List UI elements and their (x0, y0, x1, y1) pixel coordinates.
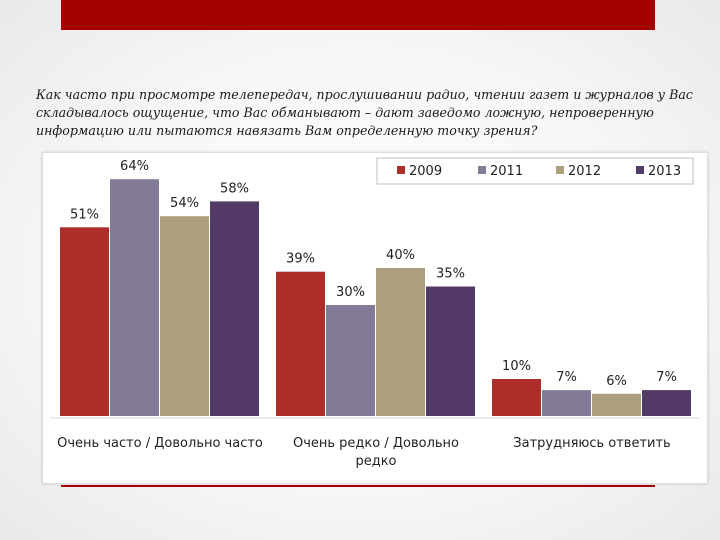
legend-label-2013: 2013 (648, 164, 681, 179)
value-label-2012-cat2: 40% (386, 248, 415, 263)
survey-question: Как часто при просмотре телепередач, про… (36, 87, 693, 138)
bar-2009-cat1 (60, 227, 109, 416)
bar-2011-cat3 (542, 390, 591, 416)
bar-2009-cat2 (276, 271, 325, 416)
bar-2012-cat3 (592, 393, 641, 416)
category-label-2-line2: редко (355, 454, 396, 469)
value-label-2012-cat3: 6% (606, 374, 627, 389)
category-label-2: Очень редко / Довольно (293, 436, 459, 451)
legend-label-2009: 2009 (409, 164, 442, 179)
value-label-2013-cat2: 35% (436, 267, 465, 282)
footer-rule (61, 485, 655, 487)
bars-group (60, 179, 691, 416)
legend-swatch-2012 (556, 166, 564, 174)
chart-legend: 2009 2011 2012 2013 (376, 157, 694, 185)
value-labels-group: 51% 39% 10% 64% 30% 7% 54% 40% 6% 58% 35% 7% (70, 159, 677, 389)
value-label-2009-cat2: 39% (286, 252, 315, 267)
legend-label-2011: 2011 (490, 164, 523, 179)
header-band (61, 0, 655, 30)
value-label-2012-cat1: 54% (170, 196, 199, 211)
value-label-2013-cat3: 7% (656, 370, 677, 385)
category-labels-group: Очень часто / Довольно часто Очень редко … (57, 436, 671, 469)
value-label-2009-cat3: 10% (502, 359, 531, 374)
bar-2009-cat3 (492, 379, 541, 416)
legend-swatch-2013 (636, 166, 644, 174)
bar-2011-cat1 (110, 179, 159, 416)
category-label-3: Затрудняюсь ответить (513, 436, 670, 451)
value-label-2009-cat1: 51% (70, 207, 99, 222)
value-label-2011-cat3: 7% (556, 370, 577, 385)
legend-swatch-2011 (478, 166, 486, 174)
bar-2011-cat2 (326, 305, 375, 416)
value-label-2013-cat1: 58% (220, 181, 249, 196)
bar-2012-cat1 (160, 216, 209, 416)
value-label-2011-cat2: 30% (336, 285, 365, 300)
bar-2012-cat2 (376, 268, 425, 416)
bar-2013-cat1 (210, 201, 259, 416)
legend-label-2012: 2012 (568, 164, 601, 179)
legend-swatch-2009 (397, 166, 405, 174)
category-label-1: Очень часто / Довольно часто (57, 436, 263, 451)
bar-2013-cat3 (642, 390, 691, 416)
bar-2013-cat2 (426, 286, 475, 416)
value-label-2011-cat1: 64% (120, 159, 149, 174)
